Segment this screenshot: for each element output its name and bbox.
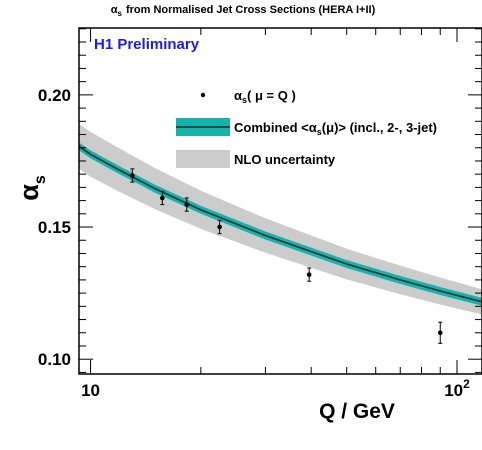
point-marker <box>306 272 312 277</box>
legend-combined-label: Combined <αs(μ)> (incl., 2-, 3-jet) <box>234 120 437 137</box>
nlo-uncertainty-band <box>79 123 482 315</box>
legend-points-symbol: α <box>234 88 242 103</box>
legend-combined-pre: Combined < <box>234 120 309 135</box>
point-marker <box>217 224 222 230</box>
data-point <box>184 197 190 212</box>
combined-band <box>79 142 482 306</box>
legend-points-rest: ( μ = Q ) <box>247 88 296 103</box>
data-point <box>437 321 443 344</box>
data-point <box>306 267 312 282</box>
chart-title-symbol: α <box>111 4 118 16</box>
combined-band-layer <box>78 142 482 306</box>
y-tick-label: 0.20 <box>38 86 71 105</box>
nlo-band-layer <box>79 123 482 315</box>
x-tick-label: 10 <box>81 381 100 400</box>
legend-combined-symbol-sub: s <box>317 127 322 137</box>
data-point <box>217 219 222 235</box>
legend-nlo-swatch <box>176 150 230 168</box>
legend-points-symbol-sub: s <box>242 95 247 105</box>
legend-combined-rest: (μ)> (incl., 2-, 3-jet) <box>322 120 437 135</box>
y-tick-label: 0.15 <box>38 218 71 237</box>
chart-title-symbol-sub: s <box>118 9 123 18</box>
data-point <box>130 168 135 183</box>
y-axis-symbol: α <box>14 184 44 201</box>
legend-combined-symbol: α <box>309 120 317 135</box>
axis-ticks-layer: 0.10 0.15 0.20 10 102 <box>38 28 482 400</box>
x-tick-label: 102 <box>444 377 470 400</box>
chart-title: αs from Normalised Jet Cross Sections (HE… <box>111 4 376 18</box>
point-marker <box>184 202 190 207</box>
y-tick-label: 0.10 <box>38 350 71 369</box>
chart-title-text: from Normalised Jet Cross Sections (HERA… <box>126 4 376 16</box>
legend-nlo-label: NLO uncertainty <box>234 152 336 167</box>
point-marker <box>160 195 165 201</box>
data-points-layer <box>130 168 443 344</box>
combined-central-line <box>78 145 482 303</box>
h1-preliminary-label: H1 Preliminary <box>94 36 200 53</box>
legend-point-marker <box>200 92 206 98</box>
y-axis-label: αs <box>14 175 49 201</box>
legend: αs( μ = Q ) Combined <αs(μ)> (incl., 2-,… <box>176 88 437 168</box>
x-axis-label: Q / GeV <box>319 400 395 423</box>
y-axis-symbol-sub: s <box>32 175 49 184</box>
legend-points-label: αs( μ = Q ) <box>234 88 296 105</box>
data-point <box>160 190 165 206</box>
point-marker <box>130 173 135 178</box>
point-marker <box>437 330 443 336</box>
